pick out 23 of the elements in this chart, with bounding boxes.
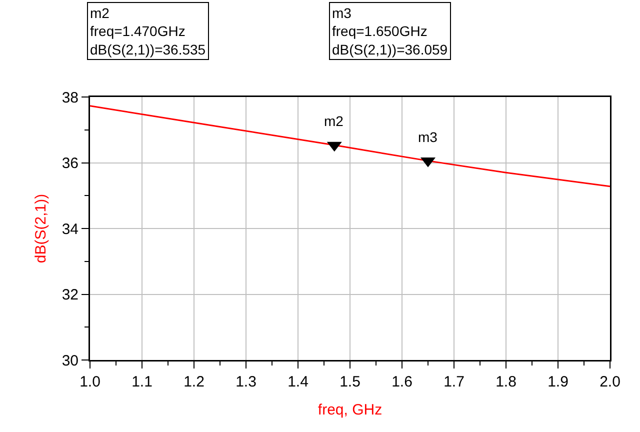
x-tick-label: 1.9 xyxy=(548,374,568,390)
annotation: m2 xyxy=(324,113,344,129)
y-tick-label: 34 xyxy=(62,220,78,238)
y-tick-label: 36 xyxy=(62,155,78,172)
y-tick-label: 32 xyxy=(62,286,78,304)
y-axis-title: dB(S(2,1)) xyxy=(32,194,50,264)
y-tick-label: 38 xyxy=(62,89,78,106)
text: m3 freq=1.650GHz dB(S(2,1))=36.059 xyxy=(332,5,448,58)
annotation: m3 xyxy=(418,129,438,145)
text: m2 freq=1.470GHz dB(S(2,1))=36.535 xyxy=(90,5,206,58)
x-tick-label: 1.1 xyxy=(132,374,152,390)
x-tick-label: 1.4 xyxy=(288,374,308,390)
line-series xyxy=(90,105,610,188)
x-tick-label: 2.0 xyxy=(600,374,620,390)
x-tick-label: 1.6 xyxy=(392,374,412,390)
x-tick-label: 1.2 xyxy=(184,374,204,390)
x-tick-label: 1.7 xyxy=(444,374,464,390)
x-tick-label: 1.3 xyxy=(236,374,256,390)
x-tick-label: 1.8 xyxy=(496,374,516,390)
y-tick-label: 30 xyxy=(62,352,78,370)
x-tick-label: 1.5 xyxy=(340,374,360,390)
x-axis-title: freq, GHz xyxy=(318,401,382,418)
x-tick-label: 1.0 xyxy=(80,374,100,390)
